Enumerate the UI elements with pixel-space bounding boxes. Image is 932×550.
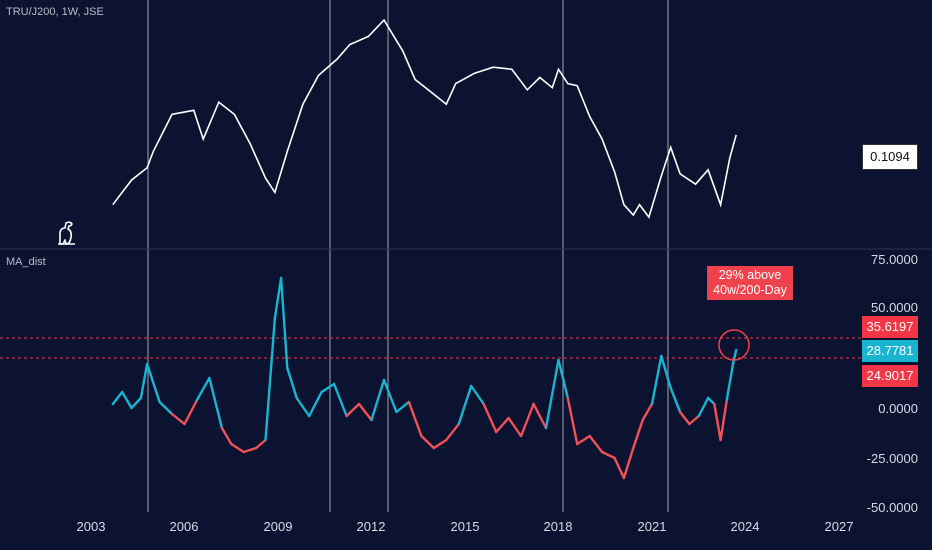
ma-dist-segment	[420, 434, 435, 450]
ma-dist-segment	[357, 402, 373, 422]
ma-dist-segment	[600, 450, 616, 460]
ma-dist-segment	[507, 416, 523, 438]
ma-dist-segment	[407, 400, 423, 438]
ma-dist-segment	[308, 390, 323, 418]
ma-dist-segment	[641, 402, 654, 422]
osc-axis-label-minus50: -50.0000	[866, 500, 918, 515]
annotation-line-1: 29% above	[718, 268, 782, 282]
ma-dist-segment	[697, 396, 710, 418]
highlight-circle	[718, 329, 750, 361]
ma-dist-segment	[130, 396, 143, 410]
lower-band-tag: 24.9017	[862, 365, 918, 387]
annotation-line-2: 40w/200-Day	[713, 283, 787, 297]
x-label-2021: 2021	[637, 519, 667, 534]
ma-dist-segment	[255, 438, 267, 450]
ma-dist-segment	[111, 390, 124, 406]
ma-dist-segment	[170, 412, 186, 426]
ma-dist-segment	[706, 396, 716, 406]
ma-dist-segment	[345, 402, 361, 418]
ma-dist-segment	[264, 316, 277, 442]
ma-dist-segment	[532, 402, 548, 430]
x-label-2027: 2027	[824, 519, 854, 534]
symbol-title: TRU/J200, 1W, JSE	[6, 6, 104, 18]
x-label-2015: 2015	[450, 519, 480, 534]
ma-dist-segment	[719, 398, 728, 442]
x-label-2024: 2024	[730, 519, 760, 534]
ma-dist-segment	[273, 276, 283, 320]
ma-dist-segment	[445, 422, 460, 442]
ma-dist-segment	[519, 402, 535, 438]
ma-dist-segment	[576, 434, 591, 446]
ma-dist-segment	[220, 426, 233, 446]
osc-axis-label-50: 50.0000	[871, 300, 918, 315]
ma-dist-segment	[669, 386, 682, 414]
ma-dist-segment	[660, 354, 672, 390]
ma-dist-segment	[725, 362, 735, 402]
x-label-2018: 2018	[543, 519, 573, 534]
ma-dist-segment	[145, 362, 161, 404]
ma-dist-segment	[678, 410, 691, 426]
ma-dist-segment	[622, 446, 635, 480]
ma-dist-segment	[286, 366, 298, 400]
ma-dist-segment	[139, 362, 149, 400]
ma-dist-segment	[395, 400, 411, 414]
ma-dist-segment	[370, 378, 386, 422]
ma-dist-segment	[557, 358, 569, 400]
x-label-2003: 2003	[76, 519, 106, 534]
indicator-label: MA_dist	[6, 256, 46, 268]
ma-band-lines	[0, 337, 862, 359]
ma-dist-segment	[208, 376, 224, 430]
ma-dist-segment	[731, 348, 738, 366]
ma-dist-segment	[632, 418, 644, 450]
osc-axis-label-75: 75.0000	[871, 252, 918, 267]
ma-dist-segment	[457, 384, 473, 426]
ma-dist-segment	[183, 398, 199, 426]
ma-dist-segment	[295, 396, 311, 418]
x-label-2009: 2009	[263, 519, 293, 534]
ma-dist-segment	[195, 376, 211, 402]
event-vertical-lines	[147, 0, 669, 512]
ma-dist-segment	[332, 382, 348, 418]
ma-dist-segment	[320, 382, 336, 394]
ma-dist-segment	[688, 414, 700, 426]
ma-dist-segment	[613, 456, 626, 480]
ma-dist-segment	[713, 402, 722, 442]
tradingview-dino-icon	[58, 221, 75, 245]
ma-dist-segment	[432, 438, 448, 450]
upper-band-tag: 35.6197	[862, 316, 918, 338]
ma-dist-segment	[230, 442, 245, 454]
ma-dist-segment	[495, 416, 510, 434]
ma-dist-segment	[279, 276, 289, 370]
x-label-2012: 2012	[356, 519, 386, 534]
price-line	[112, 18, 737, 219]
ma-dist-line	[111, 276, 738, 480]
osc-axis-label-minus25: -25.0000	[866, 451, 918, 466]
ma-dist-segment	[120, 390, 133, 410]
ma-dist-segment	[650, 354, 663, 406]
ma-dist-segment	[158, 400, 174, 416]
annotation-callout: 29% above 40w/200-Day	[707, 266, 793, 300]
ma-dist-segment	[382, 378, 398, 414]
ma-dist-segment	[544, 358, 560, 430]
ma-dist-segment	[566, 396, 579, 446]
ma-dist-segment	[242, 446, 258, 454]
ma-dist-segment	[470, 384, 485, 406]
current-value-tag: 28.7781	[862, 340, 918, 362]
price-last-value-tag: 0.1094	[862, 144, 918, 170]
osc-axis-label-0: 0.0000	[878, 401, 918, 416]
ma-dist-segment	[482, 402, 498, 434]
x-label-2006: 2006	[169, 519, 199, 534]
ma-dist-segment	[588, 434, 604, 454]
